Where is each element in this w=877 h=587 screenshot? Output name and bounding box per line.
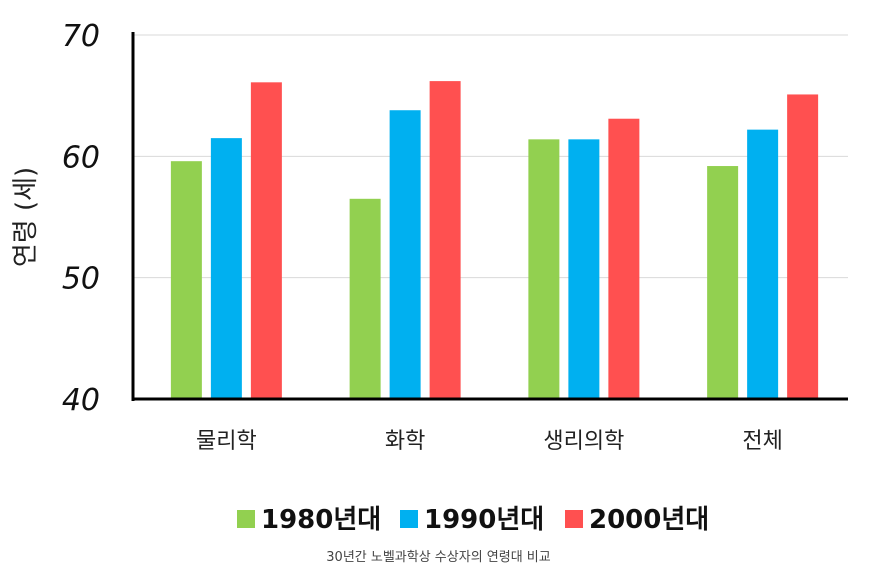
y-tick-label: 50 — [62, 262, 100, 297]
bar — [707, 166, 739, 399]
bar — [568, 139, 600, 399]
category-label: 물리학 — [196, 429, 257, 454]
category-label: 화학 — [385, 429, 425, 454]
bar — [747, 129, 779, 399]
figure-caption: 30년간 노벨과학상 수상자의 연령대 비교 — [326, 550, 551, 565]
bars — [170, 81, 819, 400]
bar — [210, 138, 242, 399]
legend-label: 1980년대 — [261, 505, 381, 535]
bar — [170, 161, 202, 399]
legend-swatch — [565, 510, 583, 528]
y-axis-label: 연령 (세) — [11, 167, 41, 267]
bar — [389, 110, 421, 399]
category-labels: 물리학 화학 생리의학 전체 — [196, 429, 783, 454]
legend-swatch — [400, 510, 418, 528]
y-tick-label: 60 — [62, 140, 100, 175]
bar — [250, 82, 282, 399]
legend-swatch — [237, 510, 255, 528]
y-tick-label: 70 — [62, 19, 100, 54]
category-label: 전체 — [742, 429, 782, 454]
y-tick-label: 40 — [62, 383, 100, 418]
legend-label: 2000년대 — [589, 505, 709, 535]
bar — [787, 94, 819, 399]
bar — [608, 118, 640, 399]
category-label: 생리의학 — [543, 429, 624, 454]
bar — [429, 81, 461, 400]
bar — [349, 198, 381, 399]
y-tick-labels: 40 50 60 70 — [62, 19, 100, 418]
legend: 1980년대 1990년대 2000년대 — [237, 505, 709, 535]
axes — [131, 32, 848, 401]
legend-label: 1990년대 — [424, 505, 544, 535]
bar — [528, 139, 560, 399]
